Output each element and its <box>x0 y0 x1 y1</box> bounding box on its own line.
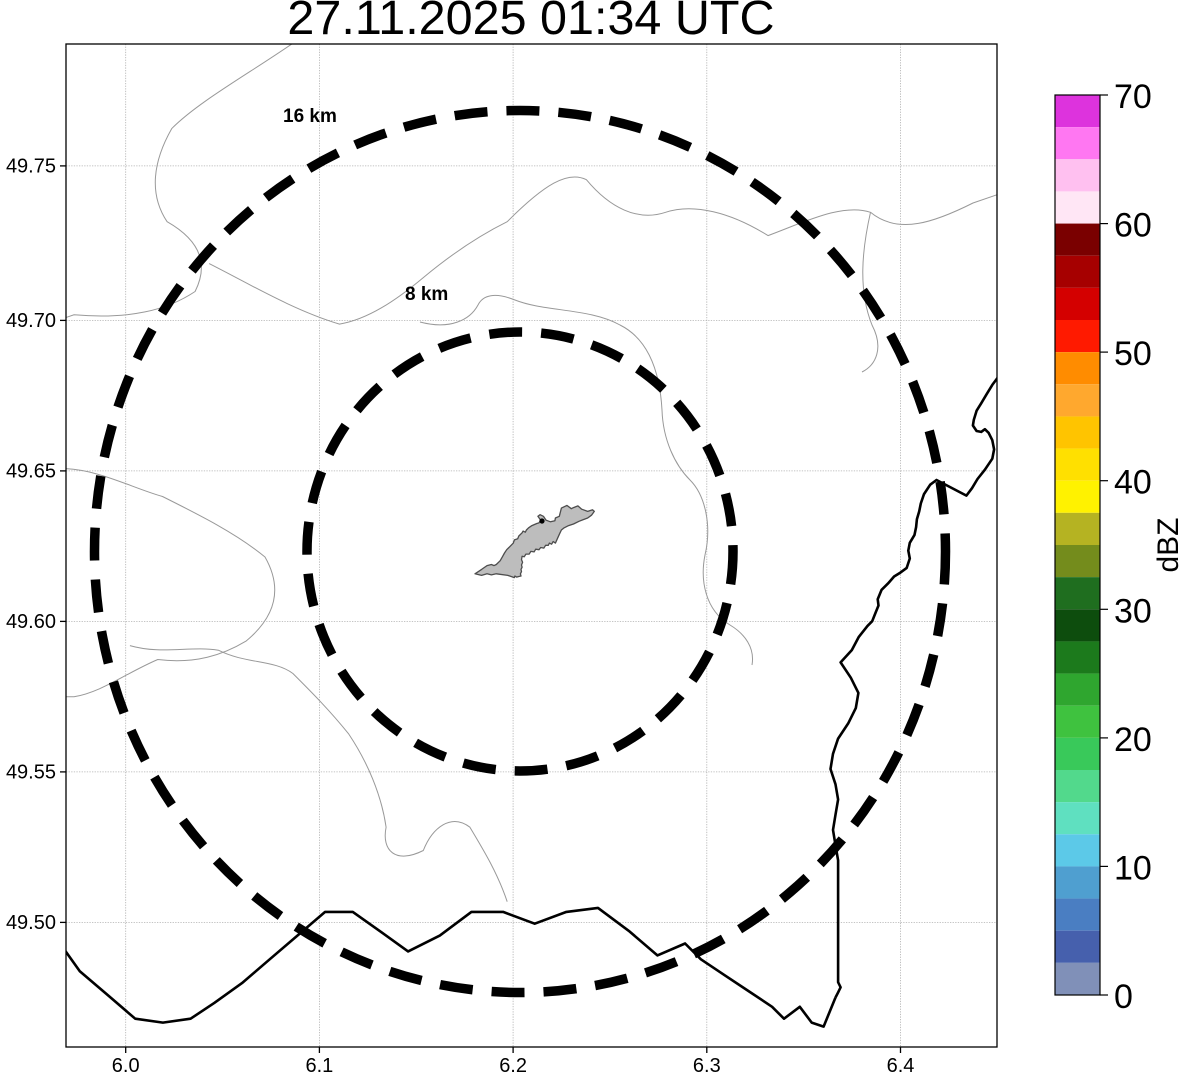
svg-text:40: 40 <box>1114 464 1152 502</box>
svg-text:6.4: 6.4 <box>887 1055 915 1077</box>
svg-text:6.1: 6.1 <box>305 1055 333 1077</box>
svg-text:30: 30 <box>1114 592 1152 630</box>
svg-text:20: 20 <box>1114 721 1152 759</box>
svg-text:49.55: 49.55 <box>6 762 56 784</box>
svg-text:10: 10 <box>1114 849 1152 887</box>
svg-text:60: 60 <box>1114 207 1152 245</box>
svg-text:49.70: 49.70 <box>6 310 56 332</box>
svg-text:27.11.2025 01:34 UTC: 27.11.2025 01:34 UTC <box>287 0 774 45</box>
svg-text:0: 0 <box>1114 978 1133 1016</box>
svg-text:49.60: 49.60 <box>6 611 56 633</box>
svg-text:70: 70 <box>1114 78 1152 116</box>
svg-text:50: 50 <box>1114 335 1152 373</box>
svg-text:6.3: 6.3 <box>693 1055 721 1077</box>
svg-text:49.75: 49.75 <box>6 156 56 178</box>
svg-text:6.0: 6.0 <box>112 1055 140 1077</box>
svg-text:6.2: 6.2 <box>499 1055 527 1077</box>
svg-text:16 km: 16 km <box>283 106 337 127</box>
svg-text:49.65: 49.65 <box>6 461 56 483</box>
svg-text:49.50: 49.50 <box>6 912 56 934</box>
svg-text:dBZ: dBZ <box>1152 517 1185 572</box>
svg-text:8 km: 8 km <box>405 284 448 305</box>
